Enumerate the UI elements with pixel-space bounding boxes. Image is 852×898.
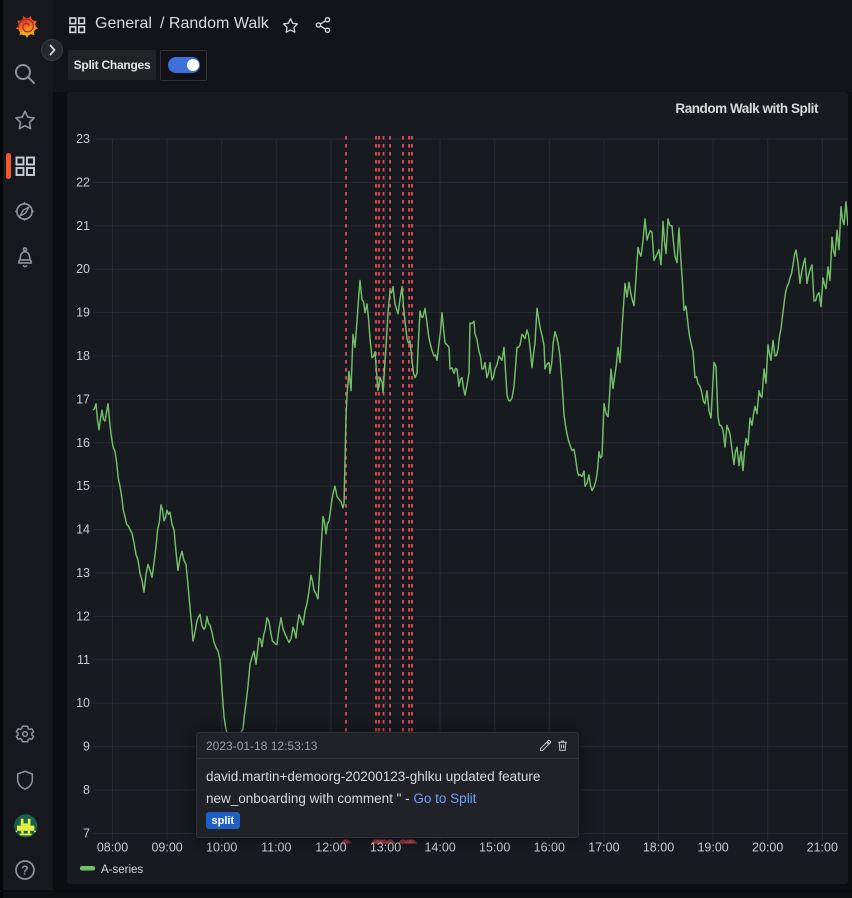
svg-text:16: 16 (76, 436, 90, 450)
svg-text:14: 14 (76, 523, 90, 537)
svg-text:18: 18 (76, 349, 90, 363)
svg-text:23: 23 (76, 132, 90, 146)
svg-text:7: 7 (83, 826, 90, 840)
svg-text:21:00: 21:00 (807, 841, 838, 855)
svg-text:19:00: 19:00 (697, 841, 728, 855)
svg-text:17: 17 (76, 392, 90, 406)
svg-text:08:00: 08:00 (97, 841, 128, 855)
svg-text:15: 15 (76, 479, 90, 493)
svg-text:18:00: 18:00 (643, 841, 674, 855)
svg-text:?: ? (21, 864, 29, 878)
svg-text:8: 8 (83, 783, 90, 797)
svg-text:15:00: 15:00 (479, 841, 510, 855)
svg-text:16:00: 16:00 (534, 841, 565, 855)
svg-text:10:00: 10:00 (206, 841, 237, 855)
svg-text:12:00: 12:00 (315, 841, 346, 855)
svg-text:17:00: 17:00 (588, 841, 619, 855)
svg-text:20:00: 20:00 (752, 841, 783, 855)
svg-text:10: 10 (76, 696, 90, 710)
svg-text:21: 21 (76, 219, 90, 233)
svg-text:A-series: A-series (101, 864, 143, 876)
svg-text:19: 19 (76, 306, 90, 320)
svg-text:11:00: 11:00 (261, 841, 291, 855)
svg-text:14:00: 14:00 (424, 841, 455, 855)
svg-text:13: 13 (76, 566, 90, 580)
svg-text:13:00: 13:00 (370, 841, 401, 855)
svg-text:11: 11 (77, 653, 90, 667)
svg-text:9: 9 (83, 740, 90, 754)
svg-text:22: 22 (76, 175, 90, 189)
svg-text:12: 12 (76, 609, 90, 623)
svg-text:20: 20 (76, 262, 90, 276)
svg-text:09:00: 09:00 (151, 841, 182, 855)
